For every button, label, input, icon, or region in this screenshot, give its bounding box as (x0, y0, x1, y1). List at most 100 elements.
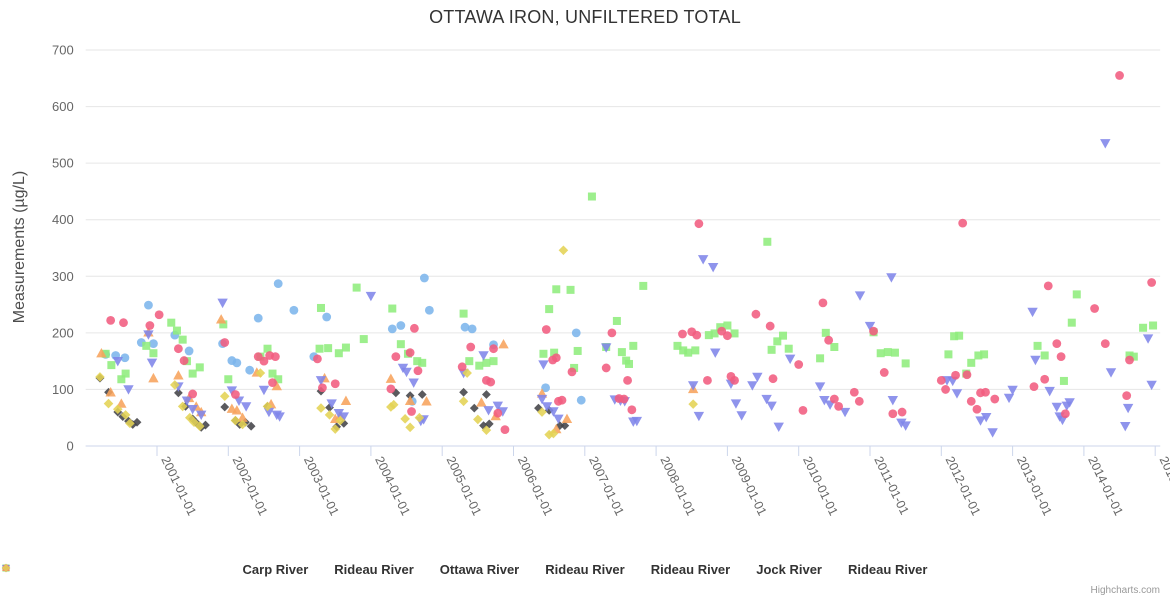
data-point-ottawa-river[interactable] (573, 346, 582, 355)
data-point-ottawa-river[interactable] (396, 340, 405, 349)
data-point-rideau-river[interactable] (231, 405, 243, 415)
data-point-jock-river[interactable] (154, 310, 164, 320)
data-point-rideau-river[interactable] (548, 428, 559, 439)
data-point-rideau-river[interactable] (217, 298, 228, 309)
data-point-ottawa-river[interactable] (459, 309, 468, 318)
data-point-rideau-river[interactable] (697, 255, 709, 265)
data-point-rideau-river[interactable] (784, 354, 796, 365)
data-point-ottawa-river[interactable] (587, 192, 596, 201)
data-point-ottawa-river[interactable] (570, 363, 579, 372)
data-point-ottawa-river[interactable] (784, 344, 793, 353)
data-point-jock-river[interactable] (723, 331, 732, 341)
data-point-rideau-river[interactable] (951, 389, 963, 399)
data-point-jock-river[interactable] (936, 375, 946, 385)
data-point-jock-river[interactable] (1040, 374, 1050, 384)
data-point-rideau-river[interactable] (537, 407, 547, 417)
data-point-jock-river[interactable] (601, 363, 611, 373)
data-point-rideau-river[interactable] (315, 376, 327, 386)
data-point-rideau-river[interactable] (255, 368, 266, 378)
data-point-jock-river[interactable] (1090, 304, 1099, 313)
data-point-rideau-river[interactable] (274, 412, 285, 422)
legend-item-rideau-river[interactable]: Rideau River (1, 562, 414, 577)
data-point-ottawa-river[interactable] (767, 345, 776, 354)
data-point-rideau-river[interactable] (498, 338, 509, 349)
data-point-ottawa-river[interactable] (710, 329, 719, 338)
data-point-ottawa-river[interactable] (413, 357, 422, 366)
data-point-rideau-river[interactable] (421, 396, 432, 406)
data-point-rideau-river[interactable] (177, 401, 188, 412)
data-point-carp-river[interactable] (541, 383, 550, 393)
data-point-rideau-river[interactable] (469, 403, 479, 413)
data-point-rideau-river[interactable] (987, 428, 998, 438)
data-point-rideau-river[interactable] (417, 390, 427, 399)
data-point-jock-river[interactable] (962, 370, 972, 380)
data-point-ottawa-river[interactable] (980, 350, 989, 359)
data-point-ottawa-river[interactable] (684, 348, 693, 357)
data-point-ottawa-river[interactable] (876, 349, 885, 358)
data-point-jock-river[interactable] (879, 368, 889, 377)
data-point-jock-river[interactable] (849, 387, 859, 397)
data-point-rideau-river[interactable] (226, 386, 238, 396)
data-point-rideau-river[interactable] (459, 387, 468, 397)
data-point-ottawa-river[interactable] (704, 331, 713, 340)
data-point-rideau-river[interactable] (900, 421, 911, 431)
data-point-carp-river[interactable] (460, 322, 470, 332)
data-point-jock-river[interactable] (768, 374, 778, 384)
data-point-ottawa-river[interactable] (268, 369, 277, 378)
data-point-ottawa-river[interactable] (821, 328, 830, 337)
data-point-jock-river[interactable] (607, 328, 617, 338)
data-point-jock-river[interactable] (694, 219, 704, 229)
data-point-rideau-river[interactable] (492, 401, 504, 412)
data-point-jock-river[interactable] (551, 353, 561, 363)
data-point-rideau-river[interactable] (478, 351, 489, 361)
data-point-jock-river[interactable] (1115, 71, 1124, 80)
data-point-rideau-river[interactable] (479, 421, 488, 431)
data-point-rideau-river[interactable] (240, 402, 252, 412)
data-point-ottawa-river[interactable] (274, 375, 283, 384)
data-point-rideau-river[interactable] (181, 396, 193, 406)
data-point-rideau-river[interactable] (736, 411, 747, 421)
data-point-ottawa-river[interactable] (482, 358, 491, 367)
data-point-rideau-river[interactable] (482, 390, 491, 399)
data-point-jock-river[interactable] (798, 405, 808, 415)
data-point-jock-river[interactable] (1100, 339, 1110, 349)
data-point-jock-river[interactable] (869, 326, 878, 336)
data-point-carp-river[interactable] (467, 324, 477, 334)
data-point-rideau-river[interactable] (1044, 386, 1055, 397)
data-point-rideau-river[interactable] (258, 385, 270, 396)
data-point-jock-river[interactable] (972, 404, 982, 414)
data-point-rideau-river[interactable] (386, 402, 396, 412)
data-point-jock-river[interactable] (1125, 355, 1134, 365)
data-point-rideau-river[interactable] (408, 378, 419, 388)
data-point-jock-river[interactable] (794, 360, 804, 369)
data-point-jock-river[interactable] (541, 325, 551, 334)
data-point-carp-river[interactable] (396, 321, 406, 330)
data-point-ottawa-river[interactable] (830, 343, 839, 351)
data-point-jock-river[interactable] (259, 356, 269, 366)
data-point-jock-river[interactable] (1056, 352, 1066, 362)
data-point-ottawa-river[interactable] (418, 358, 427, 367)
data-point-ottawa-river[interactable] (263, 344, 272, 353)
data-point-rideau-river[interactable] (340, 395, 352, 405)
data-point-ottawa-river[interactable] (625, 359, 634, 368)
data-point-ottawa-river[interactable] (341, 343, 350, 352)
data-point-ottawa-river[interactable] (617, 348, 626, 357)
data-point-rideau-river[interactable] (335, 415, 346, 426)
data-point-rideau-river[interactable] (125, 418, 135, 429)
data-point-jock-river[interactable] (457, 362, 467, 372)
data-point-carp-river[interactable] (387, 324, 397, 334)
data-point-rideau-river[interactable] (1051, 402, 1063, 413)
data-point-rideau-river[interactable] (95, 372, 105, 382)
data-point-rideau-river[interactable] (560, 421, 570, 431)
data-point-rideau-river[interactable] (388, 399, 399, 410)
data-point-jock-river[interactable] (981, 387, 990, 397)
data-point-ottawa-river[interactable] (334, 349, 343, 358)
data-point-ottawa-river[interactable] (639, 281, 648, 290)
data-point-carp-river[interactable] (120, 353, 130, 363)
data-point-rideau-river[interactable] (325, 403, 334, 412)
data-point-carp-river[interactable] (289, 305, 299, 315)
data-point-rideau-river[interactable] (330, 424, 341, 434)
legend-item-rideau-river[interactable]: Rideau River (2, 562, 730, 577)
data-point-rideau-river[interactable] (401, 367, 412, 378)
data-point-rideau-river[interactable] (365, 291, 377, 302)
